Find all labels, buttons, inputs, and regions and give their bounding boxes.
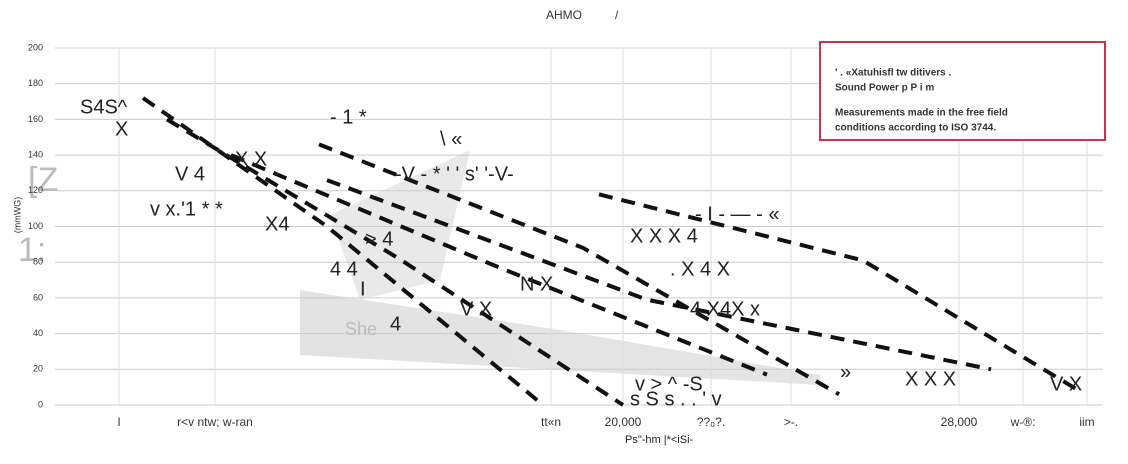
y-tick-label: 120: [28, 185, 43, 195]
y-tick-label: 80: [33, 257, 43, 267]
x-tick-label: 20,000: [605, 415, 642, 429]
shade: [300, 290, 820, 385]
y-axis-label: (mmWG): [12, 197, 22, 233]
annotation: \ «: [440, 128, 462, 150]
annotation: Ps"-hm |*<iSi-: [625, 434, 694, 446]
x-tick-label: w-®:: [1010, 415, 1036, 429]
annotation: S4S^: [80, 96, 128, 118]
x-tick-label: >-.: [784, 415, 798, 429]
x-tick-label: I: [117, 415, 120, 429]
annotation: I: [360, 278, 366, 300]
annotation: V 4: [175, 163, 205, 185]
x-tick-label: iim: [1079, 415, 1094, 429]
annotation: She: [345, 319, 377, 339]
side-label: [Z: [28, 161, 58, 199]
x-tick-label: 28,000: [941, 415, 978, 429]
y-tick-label: 100: [28, 221, 43, 231]
annotation: X4: [265, 213, 289, 235]
annotation: v x.'1 * *: [150, 198, 223, 220]
annotation: - 1 *: [330, 106, 367, 128]
series-line: [598, 192, 1081, 393]
annotation: > 4: [365, 228, 393, 250]
y-tick-label: 20: [33, 364, 43, 374]
note-line: ' . «Xatuhisfl tw ditivers .: [835, 68, 952, 79]
series-line: [141, 96, 545, 407]
y-tick-label: 160: [28, 114, 43, 124]
note-line: Measurements made in the free field: [835, 108, 1008, 119]
series-line: [230, 153, 768, 377]
annotation: »: [840, 361, 851, 383]
annotation: N X: [520, 273, 553, 295]
y-tick-label: 40: [33, 328, 43, 338]
note-line: Sound Power p P i m: [835, 83, 934, 94]
y-tick-label: 140: [28, 149, 43, 159]
annotation: s S s . . ' v: [630, 388, 722, 410]
annotation: 4 4: [330, 258, 358, 280]
y-tick-label: 200: [28, 42, 43, 52]
annotation: X X X: [905, 368, 956, 390]
annotation: V X: [1050, 373, 1082, 395]
y-tick-label: 180: [28, 78, 43, 88]
series-line: [326, 178, 992, 372]
note-frame: [819, 41, 1106, 141]
side-label: 1:: [18, 231, 46, 269]
annotation: 4: [390, 313, 401, 335]
annotation: . X 4 X: [670, 258, 730, 280]
note-box: ' . «Xatuhisfl tw ditivers . Sound Power…: [819, 41, 1106, 141]
annotation: X X: [235, 148, 267, 170]
annotation: X: [115, 118, 128, 140]
y-tick-label: 60: [33, 292, 43, 302]
annotation: v > ^ -S: [635, 373, 703, 395]
annotation: V X: [460, 298, 492, 320]
x-tick-label: r<v ntw; w-ran: [177, 415, 253, 429]
chart-title: AHMO: [546, 8, 582, 22]
series-line: [165, 117, 625, 407]
note-line: conditions according to ISO 3744.: [835, 123, 996, 134]
y-tick-label: 0: [38, 399, 43, 409]
chart-subtitle: /: [615, 8, 619, 22]
annotation: - I - — - «: [695, 203, 779, 225]
annotation: 4 X4X x: [690, 298, 760, 320]
series-line: [318, 142, 840, 397]
annotation: -V - * ' ' s' '-V-: [395, 163, 514, 185]
x-tick-label: tt«n: [541, 415, 561, 429]
annotation: X X X 4: [630, 225, 698, 247]
x-tick-label: ??₀?.: [697, 415, 725, 429]
